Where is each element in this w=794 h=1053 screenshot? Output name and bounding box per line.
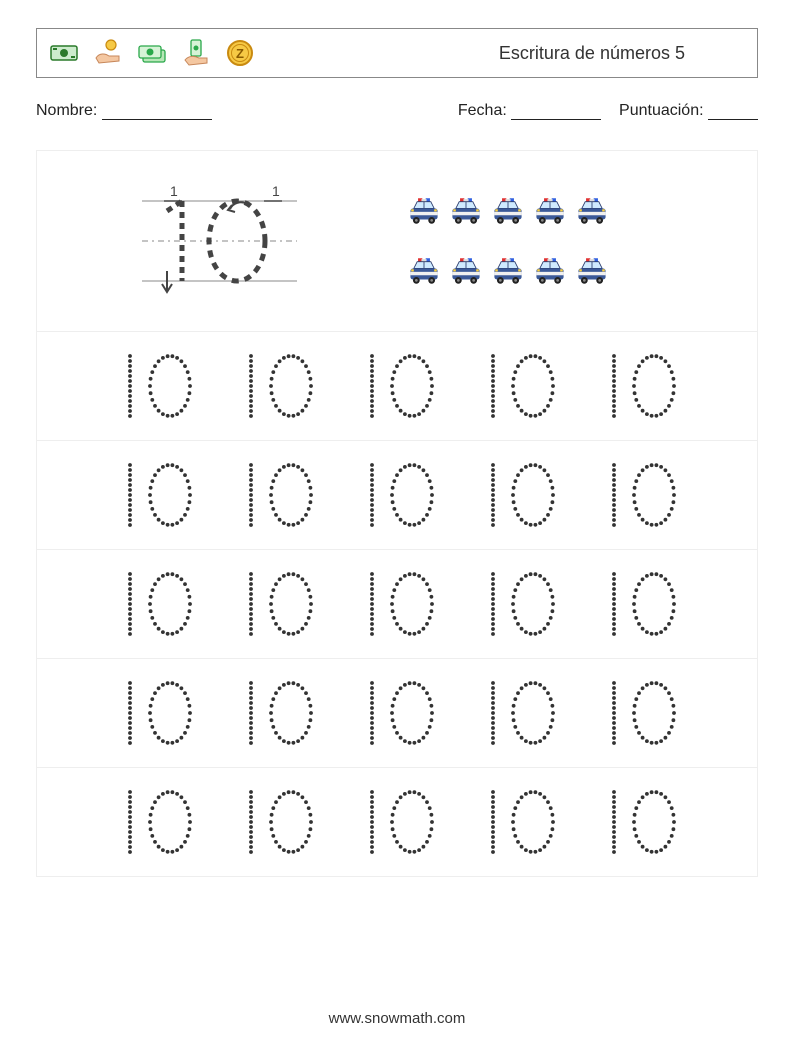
car-row-1 (407, 196, 757, 226)
worksheet-title: Escritura de números 5 (499, 43, 745, 64)
date-label: Fecha: (458, 102, 507, 119)
trace-number-10[interactable] (475, 568, 561, 640)
trace-number-10[interactable] (354, 459, 440, 531)
police-car-icon (491, 196, 525, 226)
police-car-icon (407, 256, 441, 286)
trace-number-10[interactable] (112, 677, 198, 749)
coin-z-icon: Z (225, 38, 255, 68)
trace-number-10[interactable] (112, 786, 198, 858)
name-blank[interactable] (102, 105, 212, 120)
name-field: Nombre: (36, 102, 212, 120)
header-icon-strip: Z (49, 38, 255, 68)
trace-number-10[interactable] (354, 350, 440, 422)
svg-text:Z: Z (236, 46, 244, 61)
trace-number-10[interactable] (596, 786, 682, 858)
trace-row (37, 768, 757, 876)
tracing-grid (37, 332, 757, 876)
trace-number-10[interactable] (596, 568, 682, 640)
footer-url: www.snowmath.com (0, 1010, 794, 1027)
trace-number-10[interactable] (112, 459, 198, 531)
trace-number-10[interactable] (596, 459, 682, 531)
hand-money-icon (181, 38, 211, 68)
trace-number-10[interactable] (596, 350, 682, 422)
trace-number-10[interactable] (233, 459, 319, 531)
header: Z Escritura de números 5 (36, 28, 758, 78)
trace-row (37, 441, 757, 550)
worksheet-page: Z Escritura de números 5 Nombre: Fecha: … (0, 0, 794, 1053)
hand-coin-icon (93, 38, 123, 68)
cash-stack-icon (137, 38, 167, 68)
number-formation-demo: 1 1 (37, 151, 387, 331)
trace-number-10[interactable] (596, 677, 682, 749)
police-car-icon (449, 256, 483, 286)
trace-number-10[interactable] (354, 568, 440, 640)
counting-objects (387, 151, 757, 331)
car-row-2 (407, 256, 757, 286)
trace-number-10[interactable] (233, 786, 319, 858)
fields-row: Nombre: Fecha: Puntuación: (36, 102, 758, 120)
police-car-icon (533, 196, 567, 226)
police-car-icon (407, 196, 441, 226)
trace-number-10[interactable] (475, 459, 561, 531)
svg-text:1: 1 (272, 183, 280, 199)
banknote-icon (49, 38, 79, 68)
date-score-group: Fecha: Puntuación: (458, 102, 758, 120)
name-label: Nombre: (36, 102, 97, 119)
trace-number-10[interactable] (112, 350, 198, 422)
trace-number-10[interactable] (475, 677, 561, 749)
score-label: Puntuación: (619, 102, 704, 119)
svg-text:1: 1 (170, 183, 178, 199)
trace-number-10[interactable] (112, 568, 198, 640)
police-car-icon (533, 256, 567, 286)
police-car-icon (575, 256, 609, 286)
trace-number-10[interactable] (233, 677, 319, 749)
police-car-icon (491, 256, 525, 286)
trace-row (37, 332, 757, 441)
police-car-icon (449, 196, 483, 226)
trace-row (37, 659, 757, 768)
trace-number-10[interactable] (354, 786, 440, 858)
trace-number-10[interactable] (233, 568, 319, 640)
trace-row (37, 550, 757, 659)
trace-number-10[interactable] (354, 677, 440, 749)
trace-number-10[interactable] (475, 350, 561, 422)
police-car-icon (575, 196, 609, 226)
worksheet-body: 1 1 (36, 150, 758, 877)
demo-row: 1 1 (37, 151, 757, 332)
trace-number-10[interactable] (475, 786, 561, 858)
trace-number-10[interactable] (233, 350, 319, 422)
score-blank[interactable] (708, 105, 758, 120)
date-blank[interactable] (511, 105, 601, 120)
